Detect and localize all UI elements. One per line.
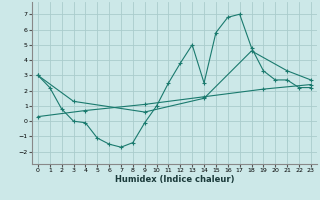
X-axis label: Humidex (Indice chaleur): Humidex (Indice chaleur) — [115, 175, 234, 184]
